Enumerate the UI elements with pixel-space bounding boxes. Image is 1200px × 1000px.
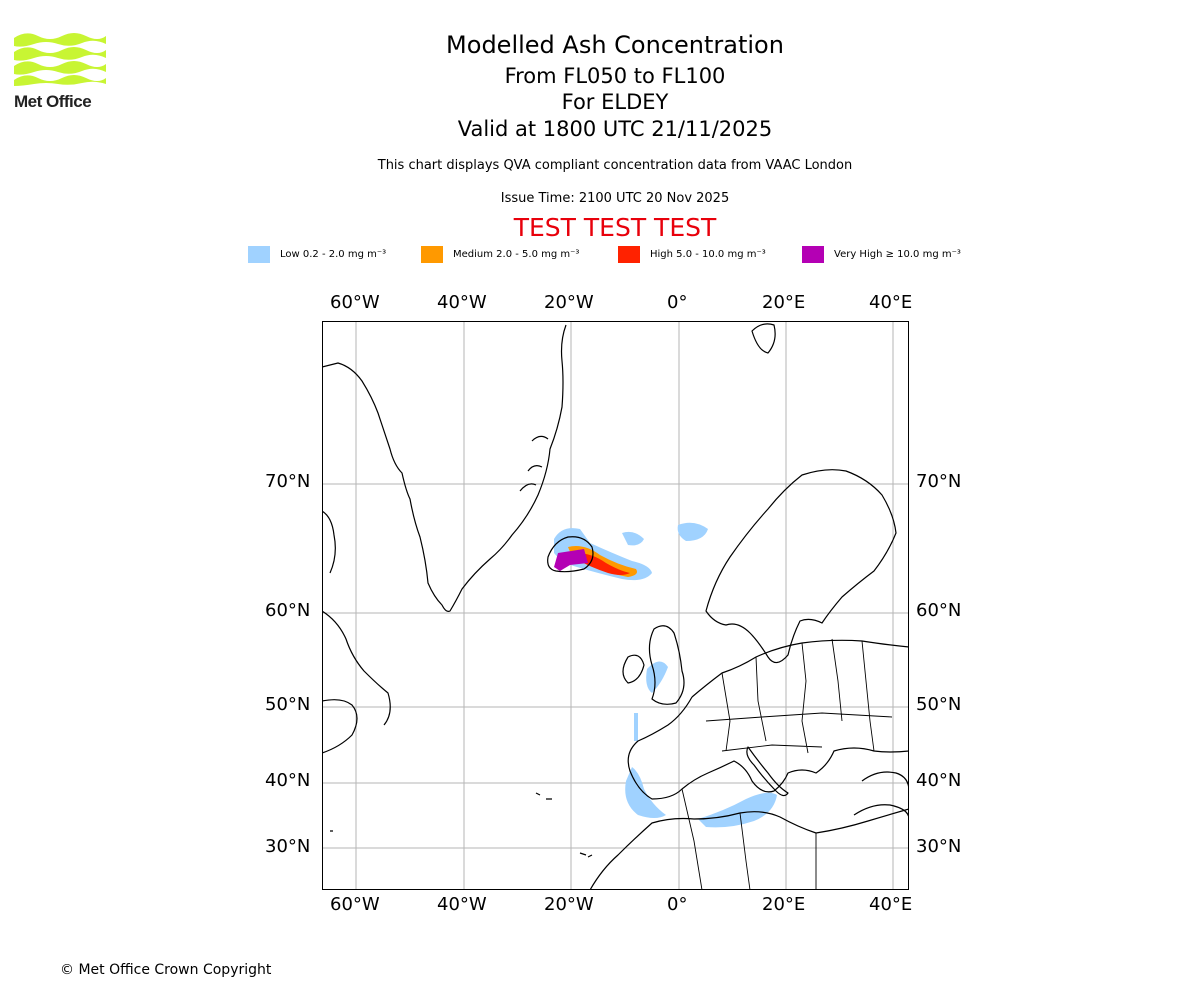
chart-description: This chart displays QVA compliant concen… [377,158,853,173]
lon-label-top-20w: 20°W [544,292,594,313]
legend-swatch-high [618,245,640,263]
legend-label-very-high: Very High ≥ 10.0 mg m⁻³ [834,248,961,260]
lon-label-top-0: 0° [667,292,688,313]
lat-label-right-40n: 40°N [916,770,962,791]
coast-europe [627,639,909,800]
ash-low-iberia [625,767,666,818]
lat-label-left-40n: 40°N [265,770,311,791]
legend-swatch-low [248,245,270,263]
coast-greenland [322,324,567,612]
lat-label-left-30n: 30°N [265,836,311,857]
test-banner: TEST TEST TEST [513,213,717,242]
lat-label-right-30n: 30°N [916,836,962,857]
coast-atlantic-islands [330,792,593,858]
lon-label-top-60w: 60°W [330,292,380,313]
legend-label-high: High 5.0 - 10.0 mg m⁻³ [650,248,766,260]
ash-low-patch-north [622,531,644,546]
lon-label-top-20e: 20°E [762,292,806,313]
issue-time: Issue Time: 2100 UTC 20 Nov 2025 [500,191,730,206]
country-borders [681,638,893,890]
lon-label-top-40w: 40°W [437,292,487,313]
legend-swatch-very-high [802,245,824,263]
borders-europe-africa [681,638,893,890]
ash-high-plume [576,553,630,575]
logo-text: Met Office [14,92,92,111]
lon-label-bottom-20e: 20°E [762,894,806,915]
legend-item-very-high: Very High ≥ 10.0 mg m⁻³ [802,244,961,264]
legend-item-low: Low 0.2 - 2.0 mg m⁻³ [248,244,386,264]
lon-label-bottom-20w: 20°W [544,894,594,915]
coast-iceland [547,536,594,573]
coast-svalbard [751,323,776,354]
ash-low-britain [646,661,668,693]
ash-very-high-plume [554,549,588,571]
ash-low-north-africa [698,792,777,828]
lon-label-bottom-0: 0° [667,894,688,915]
coast-great-britain [648,625,685,705]
legend-label-medium: Medium 2.0 - 5.0 mg m⁻³ [453,248,580,260]
coast-scandinavia [705,469,897,664]
coast-labrador [322,510,391,754]
coast-turkey [853,771,909,820]
lat-label-right-60n: 60°N [916,600,962,621]
coast-italy [746,746,789,797]
lon-label-bottom-60w: 60°W [330,894,380,915]
flight-level-range: From FL050 to FL100 [504,64,726,88]
met-office-logo: Met Office [14,30,109,112]
lat-label-right-70n: 70°N [916,471,962,492]
lon-label-bottom-40e: 40°E [869,894,913,915]
ash-low-patch-norwegian-sea [677,522,708,541]
lon-label-top-40e: 40°E [869,292,913,313]
lat-label-left-60n: 60°N [265,600,311,621]
coast-ireland [622,654,645,684]
legend-label-low: Low 0.2 - 2.0 mg m⁻³ [280,248,387,260]
legend-item-medium: Medium 2.0 - 5.0 mg m⁻³ [421,244,579,264]
ash-low-biscay-strip [634,713,638,741]
valid-time: Valid at 1800 UTC 21/11/2025 [457,117,773,141]
lon-label-bottom-40w: 40°W [437,894,487,915]
legend-item-high: High 5.0 - 10.0 mg m⁻³ [618,244,766,264]
coastlines [322,323,909,890]
lat-label-left-70n: 70°N [265,471,311,492]
lat-label-right-50n: 50°N [916,694,962,715]
ash-concentration-map [322,321,909,890]
volcano-name: For ELDEY [561,90,669,114]
coast-greenland-fjords [519,435,549,492]
met-office-waves-icon [14,33,106,86]
copyright-footer: © Met Office Crown Copyright [60,962,272,978]
map-frame [322,321,909,890]
map-background [322,321,909,890]
chart-title: Modelled Ash Concentration [446,31,784,59]
legend-swatch-medium [421,245,443,263]
lat-label-left-50n: 50°N [265,694,311,715]
